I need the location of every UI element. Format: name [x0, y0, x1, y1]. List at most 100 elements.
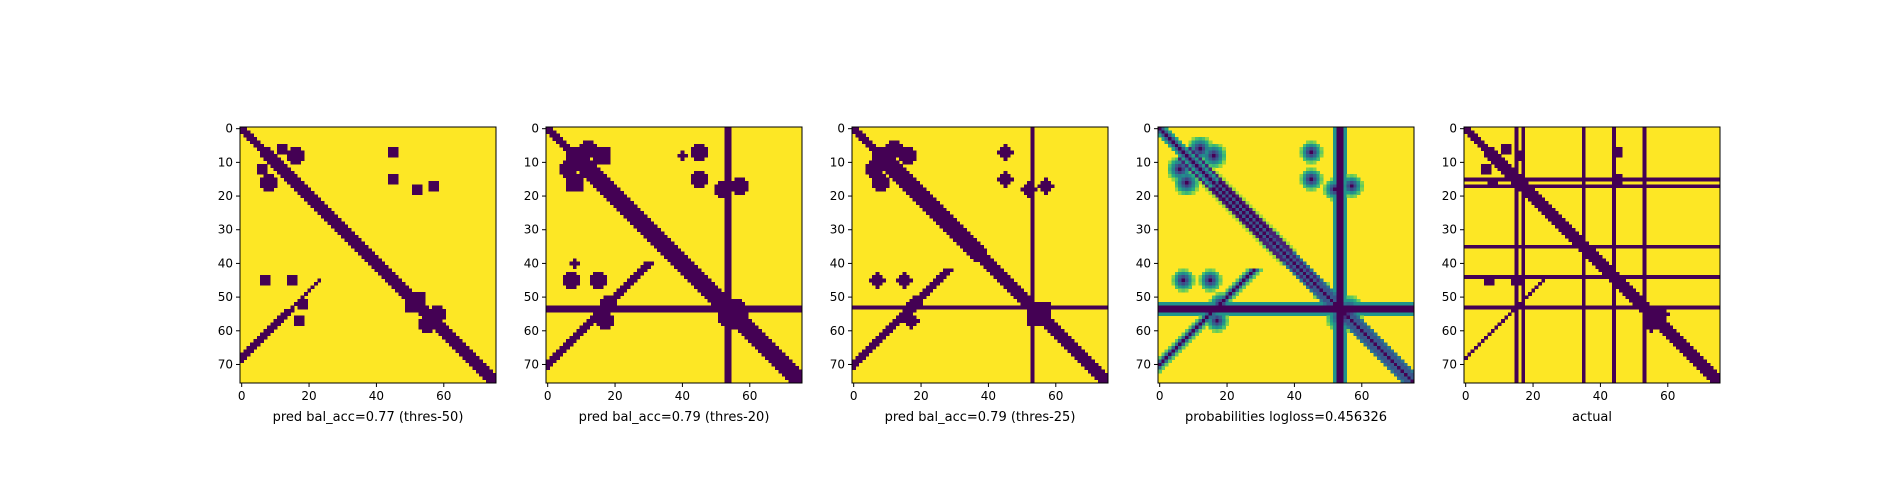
heatmap-cell [741, 184, 746, 189]
heatmap-cell [963, 244, 967, 249]
heatmap-cell [1343, 153, 1348, 158]
heatmap-cell [1356, 184, 1361, 189]
heatmap-cell [1350, 174, 1354, 178]
heatmap-cell [576, 261, 581, 266]
heatmap-cell [727, 281, 732, 286]
heatmap-cell [1360, 315, 1364, 320]
heatmap-cell [667, 258, 672, 263]
heatmap-cell [287, 308, 291, 313]
heatmap-cell [738, 184, 742, 189]
heatmap-cell [1030, 164, 1035, 168]
heatmap-cell [1407, 379, 1412, 384]
heatmap-cell [858, 352, 863, 357]
heatmap-cell [973, 255, 978, 259]
heatmap-cell [1615, 150, 1620, 155]
heatmap-cell [1211, 170, 1216, 175]
heatmap-cell [1686, 244, 1691, 249]
heatmap-cell [1282, 255, 1287, 259]
heatmap-cell [882, 329, 887, 333]
heatmap-cell [1262, 231, 1267, 236]
heatmap-cell [263, 275, 268, 279]
heatmap-cell [384, 278, 389, 283]
heatmap-cell [1343, 127, 1348, 131]
heatmap-cell [1188, 164, 1193, 168]
heatmap-cell [1514, 150, 1519, 155]
heatmap-cell [909, 312, 914, 317]
heatmap-cell [1490, 180, 1495, 185]
heatmap-cell [1393, 369, 1398, 374]
heatmap-cell [1326, 180, 1331, 185]
heatmap-cell [1218, 160, 1223, 165]
heatmap-cell [694, 275, 698, 279]
heatmap-cell [1174, 302, 1179, 306]
heatmap-cell [724, 261, 729, 266]
heatmap-cell [640, 265, 645, 269]
heatmap-cell [293, 315, 298, 320]
heatmap-cell [1333, 224, 1337, 229]
heatmap-cell [1215, 187, 1220, 192]
heatmap-cell [875, 335, 880, 340]
heatmap-cell [562, 143, 567, 148]
heatmap-cell [1487, 157, 1492, 162]
heatmap-cell [1030, 127, 1035, 131]
heatmap-cell [1639, 275, 1643, 279]
heatmap-cell [872, 153, 876, 158]
heatmap-cell [875, 281, 880, 286]
heatmap-cell [1292, 258, 1297, 263]
heatmap-cell [610, 322, 614, 327]
heatmap-cell [344, 231, 349, 236]
heatmap-cell [1339, 191, 1344, 195]
heatmap-cell [727, 174, 732, 178]
heatmap-cell [572, 332, 577, 337]
heatmap-cell [1517, 275, 1522, 279]
heatmap-cell [1198, 319, 1203, 323]
heatmap-cell [1538, 204, 1542, 209]
heatmap-cell [1003, 278, 1008, 283]
heatmap-cell [1571, 234, 1576, 239]
heatmap-cell [1097, 305, 1102, 310]
heatmap-cell [704, 295, 709, 300]
heatmap-cell [572, 265, 577, 269]
heatmap-cell [1222, 315, 1226, 320]
heatmap-cell [1336, 248, 1341, 253]
heatmap-cell [1541, 275, 1546, 279]
heatmap-cell [1494, 180, 1499, 185]
heatmap-cell [630, 214, 634, 219]
heatmap-cell [253, 342, 258, 347]
heatmap-cell [1316, 150, 1321, 155]
heatmap-cell [1608, 184, 1613, 189]
heatmap-cell [1064, 335, 1068, 340]
heatmap-cell [1339, 224, 1344, 229]
heatmap-cell [616, 305, 621, 310]
heatmap-cell [1380, 352, 1385, 357]
heatmap-cell [317, 201, 322, 205]
heatmap-cell [1410, 302, 1415, 306]
heatmap-cell [663, 244, 668, 249]
heatmap-cell [1091, 366, 1095, 370]
heatmap-cell [667, 238, 672, 242]
heatmap-cell [263, 150, 268, 155]
heatmap-cell [922, 197, 927, 202]
heatmap-cell [569, 187, 574, 192]
heatmap-cell [260, 150, 264, 155]
heatmap-cell [562, 147, 567, 151]
heatmap-cell [1521, 164, 1526, 168]
heatmap-cell [630, 278, 634, 283]
heatmap-cell [1252, 312, 1257, 317]
heatmap-cell [1470, 130, 1475, 135]
heatmap-cell [562, 278, 567, 283]
heatmap-cell [270, 157, 275, 162]
heatmap-cell [1350, 180, 1354, 185]
heatmap-cell [599, 315, 604, 320]
heatmap-cell [795, 372, 800, 377]
heatmap-cell [458, 349, 463, 354]
heatmap-cell [1191, 180, 1196, 185]
heatmap-cell [1612, 228, 1616, 232]
heatmap-cell [593, 153, 597, 158]
heatmap-cell [283, 150, 288, 155]
heatmap-cell [741, 332, 746, 337]
heatmap-cell [724, 207, 729, 212]
heatmap-cell [1490, 147, 1495, 151]
heatmap-cell [1242, 308, 1246, 313]
heatmap-cell [700, 271, 705, 276]
